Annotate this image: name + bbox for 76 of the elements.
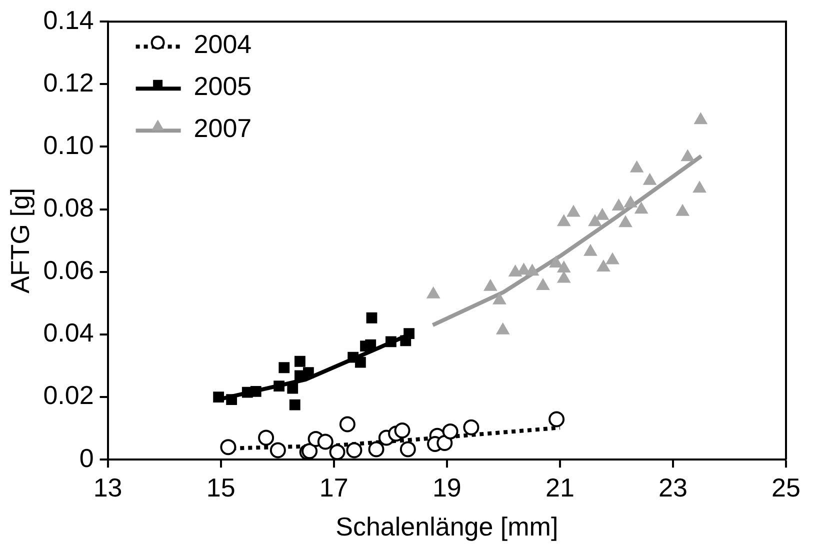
point xyxy=(386,336,396,348)
point xyxy=(365,339,376,350)
point xyxy=(294,356,306,367)
point xyxy=(258,430,274,446)
point xyxy=(643,173,656,185)
point xyxy=(442,423,458,440)
point xyxy=(557,271,570,283)
point xyxy=(436,435,453,452)
point xyxy=(226,394,238,405)
point xyxy=(368,441,384,458)
point xyxy=(274,380,284,392)
point xyxy=(692,181,706,193)
point xyxy=(329,444,346,460)
point xyxy=(394,422,410,439)
y-axis-title: AFTG [g] xyxy=(4,188,35,294)
point xyxy=(270,442,286,458)
point xyxy=(492,292,506,304)
point xyxy=(404,328,414,339)
point xyxy=(557,260,570,272)
point xyxy=(426,286,440,298)
point xyxy=(557,214,570,226)
point xyxy=(596,260,610,272)
x-tick-label: 15 xyxy=(206,472,236,502)
point xyxy=(549,256,563,268)
point xyxy=(618,216,632,228)
point xyxy=(606,252,620,264)
point xyxy=(694,112,708,124)
x-axis-title: Schalenlänge [mm] xyxy=(336,512,558,542)
y-tick-label: 0.14 xyxy=(43,4,94,35)
point xyxy=(302,367,314,378)
point xyxy=(354,356,366,368)
point xyxy=(496,322,510,334)
y-tick-label: 0.08 xyxy=(43,192,94,222)
x-tick-label: 17 xyxy=(319,472,348,502)
point xyxy=(624,196,638,208)
y-tick-label: 0.06 xyxy=(43,255,94,286)
point xyxy=(400,441,416,458)
x-tick-label: 25 xyxy=(772,472,800,502)
x-tick-label: 21 xyxy=(545,472,574,502)
x-tick-label: 19 xyxy=(432,472,462,502)
point xyxy=(526,264,539,276)
y-tick-label: 0.10 xyxy=(43,130,94,160)
point xyxy=(278,362,290,374)
legend-label: 2005 xyxy=(194,70,252,101)
legend-label: 2004 xyxy=(194,28,252,59)
point xyxy=(536,278,550,290)
y-tick-label: 0 xyxy=(79,442,94,473)
point xyxy=(508,265,522,277)
point xyxy=(250,386,262,397)
point xyxy=(566,205,580,217)
point xyxy=(302,443,318,460)
point xyxy=(584,244,598,256)
point xyxy=(676,204,690,216)
point xyxy=(596,208,609,220)
point xyxy=(213,392,224,402)
point xyxy=(339,416,356,432)
point xyxy=(317,434,334,450)
x-tick-label: 23 xyxy=(658,472,688,502)
point xyxy=(346,442,362,458)
point xyxy=(548,411,565,428)
x-tick-label: 13 xyxy=(93,472,122,502)
y-tick-label: 0.04 xyxy=(43,318,94,348)
point xyxy=(588,214,602,226)
point xyxy=(463,419,480,436)
point xyxy=(289,399,300,410)
y-tick-label: 0.12 xyxy=(43,67,94,98)
y-tick-label: 0.02 xyxy=(43,380,94,410)
point xyxy=(484,279,497,291)
point xyxy=(287,382,298,394)
point xyxy=(630,160,644,172)
legend-label: 2007 xyxy=(194,112,252,143)
point xyxy=(220,439,236,456)
point xyxy=(681,150,694,162)
point xyxy=(366,312,378,324)
point xyxy=(612,199,626,210)
point xyxy=(634,202,648,214)
